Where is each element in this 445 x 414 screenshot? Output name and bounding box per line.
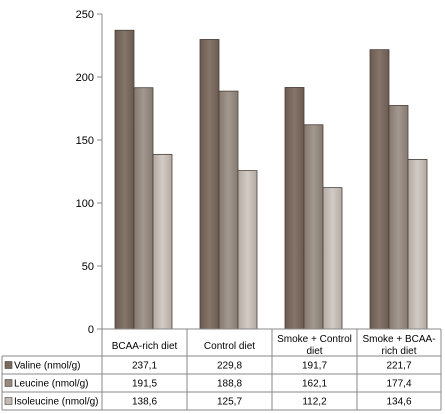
data-label: 237,1 xyxy=(132,361,157,372)
axes: 0 50 100 150 200 250 xyxy=(76,9,103,336)
legend-key xyxy=(4,397,13,405)
data-label: 125,7 xyxy=(217,397,242,408)
bar xyxy=(322,187,343,330)
bar xyxy=(133,87,154,330)
bar xyxy=(388,105,409,330)
y-tick-label: 0 xyxy=(88,324,94,336)
bar xyxy=(369,49,390,330)
y-tick-label: 250 xyxy=(76,9,94,21)
legend-label: Isoleucine (nmol/g) xyxy=(14,397,98,408)
y-tick-label: 100 xyxy=(76,198,94,210)
data-label: 191,5 xyxy=(132,379,157,390)
data-label: 221,7 xyxy=(386,361,411,372)
legend-key xyxy=(4,379,13,387)
legend-label: Leucine (nmol/g) xyxy=(14,379,88,390)
bar xyxy=(218,90,239,330)
bars xyxy=(114,29,428,330)
data-label: 177,4 xyxy=(386,379,411,390)
category-label: Control diet xyxy=(204,341,255,352)
data-label: 191,7 xyxy=(302,361,327,372)
data-label: 229,8 xyxy=(217,361,242,372)
bar xyxy=(303,124,324,330)
data-label: 138,6 xyxy=(132,397,157,408)
bar xyxy=(237,170,258,330)
category-label: Smoke + BCAA- xyxy=(362,334,435,345)
bar xyxy=(284,87,305,330)
y-tick-label: 150 xyxy=(76,135,94,147)
legend-key xyxy=(4,361,13,369)
category-label: BCAA-rich diet xyxy=(112,341,178,352)
legend-label: Valine (nmol/g) xyxy=(14,361,81,372)
category-label: diet xyxy=(306,346,322,357)
category-label: Smoke + Control xyxy=(277,334,352,345)
bar xyxy=(407,159,428,330)
data-label: 112,2 xyxy=(302,397,327,408)
y-tick-label: 200 xyxy=(76,72,94,84)
data-label: 162,1 xyxy=(302,379,327,390)
data-label: 134,6 xyxy=(386,397,411,408)
data-table: BCAA-rich diet Control diet Smoke + Contro… xyxy=(1,328,442,411)
bar xyxy=(152,153,173,330)
category-label: rich diet xyxy=(381,346,416,357)
data-label: 188,8 xyxy=(217,379,242,390)
bar xyxy=(114,29,135,330)
y-tick-label: 50 xyxy=(82,261,94,273)
bar xyxy=(199,39,220,330)
